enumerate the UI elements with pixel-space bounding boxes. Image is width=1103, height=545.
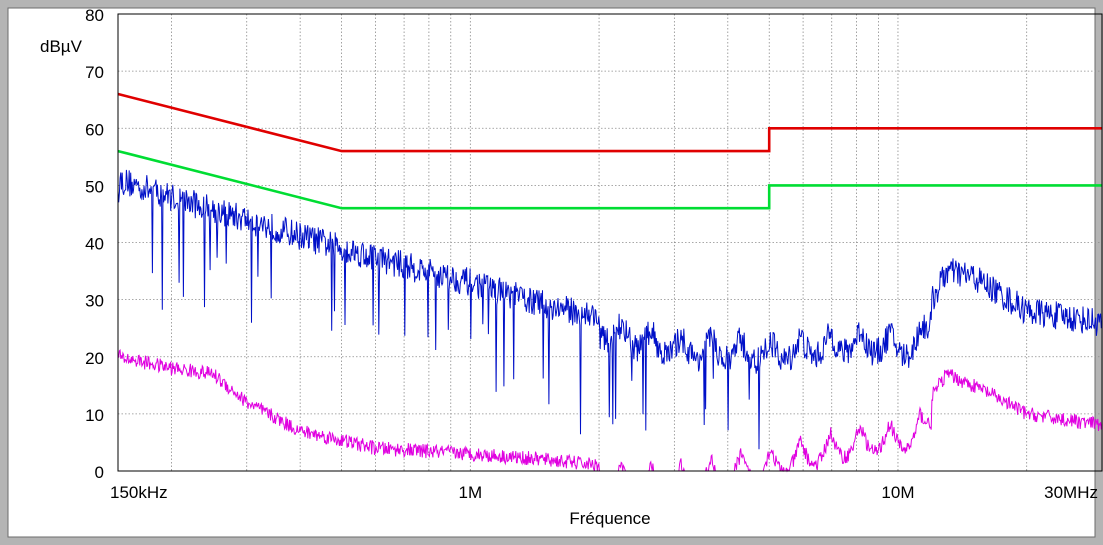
y-tick-label: 40 <box>85 235 104 254</box>
y-tick-labels: 0 10 20 30 40 50 60 70 80 <box>85 6 104 482</box>
series-line-limit-1 <box>117 149 1102 210</box>
y-tick-label: 30 <box>85 292 104 311</box>
x-axis-label: Fréquence <box>569 509 650 528</box>
y-tick-label: 10 <box>85 406 104 425</box>
x-tick-label: 10M <box>881 483 914 502</box>
x-tick-label: 150kHz <box>110 483 168 502</box>
x-tick-labels: 150kHz 1M 10M 30MHz <box>110 483 1098 502</box>
y-tick-label: 50 <box>85 177 104 196</box>
plot-border <box>117 13 1103 472</box>
y-tick-label: 0 <box>95 463 104 482</box>
series-line-measured-2 <box>117 169 1103 450</box>
series-line-limit-0 <box>117 92 1102 153</box>
y-axis-label: dBµV <box>40 37 83 56</box>
x-tick-label: 1M <box>459 483 483 502</box>
y-tick-label: 60 <box>85 120 104 139</box>
y-tick-label: 20 <box>85 349 104 368</box>
x-tick-label: 30MHz <box>1044 483 1098 502</box>
inner-panel-border <box>7 7 1096 538</box>
y-tick-label: 70 <box>85 63 104 82</box>
inner-panel <box>8 8 1095 537</box>
y-tick-label: 80 <box>85 6 104 25</box>
